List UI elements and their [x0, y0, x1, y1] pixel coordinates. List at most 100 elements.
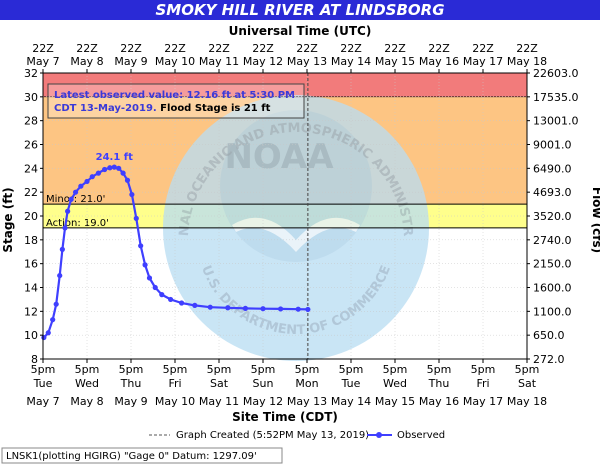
observed-point-21: [133, 215, 139, 221]
stage-tick-10: 28: [24, 115, 38, 128]
utc-date-3: May 10: [155, 55, 195, 68]
site-weekday-7: Tue: [341, 377, 361, 390]
site-weekday-1: Wed: [75, 377, 99, 390]
observed-point-8: [68, 196, 74, 202]
stage-tick-8: 24: [24, 162, 38, 175]
flow-tick-11: 17535.0: [533, 91, 579, 104]
observed-point-32: [242, 305, 248, 311]
utc-date-5: May 12: [243, 55, 283, 68]
observed-point-0: [41, 334, 47, 341]
observed-point-28: [179, 300, 185, 306]
peak-label: 24.1 ft: [96, 152, 134, 163]
flood-band-0: [43, 73, 527, 97]
utc-hour-8: 22Z: [384, 42, 406, 55]
site-hour-0: 5pm: [31, 363, 56, 376]
utc-date-1: May 8: [70, 55, 103, 68]
flow-tick-8: 6490.0: [533, 162, 572, 175]
flow-tick-1: 650.0: [533, 329, 565, 342]
observed-point-18: [120, 170, 126, 176]
stage-tick-3: 14: [24, 282, 38, 295]
site-date-6: May 13: [287, 395, 327, 408]
observed-point-15: [107, 165, 113, 171]
latest-value-box-frame: [47, 83, 305, 119]
observed-point-20: [129, 191, 135, 198]
threshold-label-0: Minor: 21.0': [46, 194, 105, 205]
site-hour-4: 5pm: [207, 363, 232, 376]
flow-tick-0: 272.0: [533, 353, 565, 366]
observed-point-13: [95, 170, 102, 176]
site-weekday-10: Fri: [476, 377, 489, 390]
site-hour-1: 5pm: [75, 363, 100, 376]
utc-hour-4: 22Z: [208, 42, 230, 55]
site-weekday-0: Tue: [33, 377, 53, 390]
bottom-axis-title: Site Time (CDT): [232, 410, 338, 424]
utc-hour-7: 22Z: [340, 42, 362, 55]
observed-point-10: [78, 183, 84, 189]
utc-hour-5: 22Z: [252, 42, 274, 55]
site-weekday-11: Sat: [518, 377, 537, 390]
top-axis-title: Universal Time (UTC): [229, 24, 372, 38]
site-hour-10: 5pm: [471, 363, 496, 376]
site-hour-6: 5pm: [295, 363, 320, 376]
observed-point-27: [168, 296, 174, 303]
flow-tick-3: 1600.0: [533, 282, 572, 295]
stage-tick-12: 32: [24, 67, 38, 80]
site-date-1: May 8: [70, 395, 103, 408]
observed-point-14: [102, 166, 108, 173]
site-hour-9: 5pm: [427, 363, 452, 376]
utc-hour-11: 22Z: [516, 42, 538, 55]
observed-point-24: [146, 275, 153, 281]
observed-point-36: [305, 306, 311, 313]
observed-point-26: [159, 292, 165, 298]
watermark-gull-icon: [232, 217, 360, 252]
legend-created-label: Graph Created (5:52PM May 13, 2019): [176, 430, 369, 441]
title-bar: [0, 0, 600, 20]
legend-observed-marker: [376, 432, 382, 438]
utc-date-10: May 17: [463, 55, 503, 68]
observed-point-5: [59, 246, 65, 252]
observed-point-29: [192, 302, 198, 308]
observed-point-22: [138, 243, 144, 249]
flow-axis-labels: 272.0 650.0 1100.0 1600.0 2150.0 2740.0 3520.0…: [533, 67, 579, 366]
site-date-5: May 12: [243, 395, 283, 408]
observed-point-34: [278, 306, 284, 312]
site-weekday-5: Sun: [253, 377, 274, 390]
utc-date-7: May 14: [331, 55, 371, 68]
flow-tick-10: 13001.0: [533, 115, 579, 128]
latest-value-line2: CDT 13-May-2019. Flood Stage is 21 ft: [54, 103, 271, 114]
flow-tick-2: 1100.0: [533, 305, 572, 318]
stage-tick-2: 12: [24, 305, 38, 318]
flow-tick-12: 22603.0: [533, 67, 579, 80]
stage-tick-11: 30: [24, 91, 38, 104]
chart-title: SMOKY HILL RIVER AT LINDSBORG: [155, 1, 444, 19]
site-weekday-2: Thu: [120, 377, 142, 390]
site-weekday-3: Fri: [168, 377, 181, 390]
observed-point-16: [111, 164, 117, 170]
utc-hour-1: 22Z: [76, 42, 98, 55]
site-date-10: May 17: [463, 395, 503, 408]
observed-point-35: [295, 306, 301, 312]
flow-axis-title: Flow (cfs): [590, 187, 600, 253]
utc-date-9: May 16: [419, 55, 459, 68]
axis-ticks: [40, 69, 530, 363]
observed-point-6: [62, 225, 68, 231]
watermark-logo-text: NOAA: [224, 137, 334, 177]
utc-hour-3: 22Z: [164, 42, 186, 55]
threshold-label-1: Action: 19.0': [46, 218, 109, 229]
site-date-8: May 15: [375, 395, 415, 408]
site-date-2: May 9: [114, 395, 147, 408]
site-weekday-6: Mon: [295, 377, 318, 390]
utc-date-2: May 9: [114, 55, 147, 68]
observed-point-12: [89, 174, 95, 180]
flow-tick-4: 2150.0: [533, 258, 572, 271]
observed-point-2: [50, 317, 56, 323]
observed-point-11: [84, 178, 90, 185]
latest-value-box: Latest observed value: 12.16 ft at 5:30 …: [47, 83, 305, 119]
site-hour-11: 5pm: [515, 363, 540, 376]
datum-box: [1, 447, 283, 464]
stage-axis-title: Stage (ft): [1, 187, 15, 252]
observed-point-4: [57, 272, 63, 279]
